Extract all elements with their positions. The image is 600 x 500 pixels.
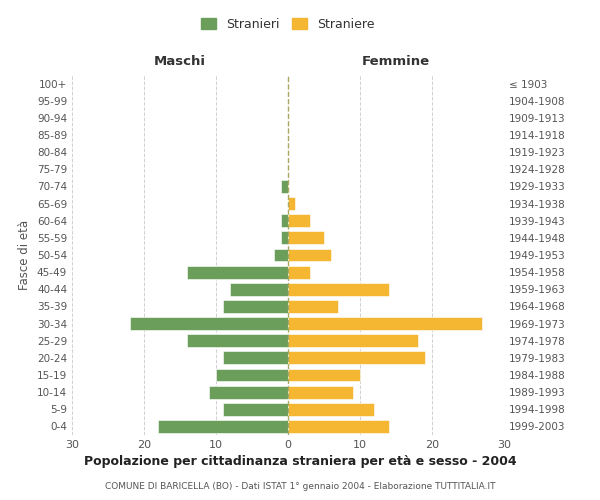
Bar [274, 248, 288, 262]
Bar [281, 180, 288, 193]
Bar [130, 317, 288, 330]
Bar [223, 352, 288, 364]
Bar [288, 197, 295, 210]
Legend: Stranieri, Straniere: Stranieri, Straniere [197, 14, 379, 34]
Bar [288, 214, 310, 227]
Bar [288, 420, 389, 433]
Bar [288, 232, 324, 244]
Text: COMUNE DI BARICELLA (BO) - Dati ISTAT 1° gennaio 2004 - Elaborazione TUTTITALIA.: COMUNE DI BARICELLA (BO) - Dati ISTAT 1°… [105, 482, 495, 491]
Bar [209, 386, 288, 398]
Bar [288, 266, 310, 278]
Y-axis label: Fasce di età: Fasce di età [19, 220, 31, 290]
Bar [288, 283, 389, 296]
Bar [288, 334, 418, 347]
Bar [281, 214, 288, 227]
Bar [288, 403, 374, 415]
Bar [187, 266, 288, 278]
Bar [288, 248, 331, 262]
Bar [288, 368, 360, 382]
Bar [223, 403, 288, 415]
Bar [223, 300, 288, 313]
Bar [230, 283, 288, 296]
Text: Femmine: Femmine [362, 55, 430, 68]
Text: Maschi: Maschi [154, 55, 206, 68]
Bar [288, 386, 353, 398]
Bar [187, 334, 288, 347]
Bar [288, 352, 425, 364]
Bar [158, 420, 288, 433]
Bar [288, 317, 482, 330]
Bar [281, 232, 288, 244]
Bar [216, 368, 288, 382]
Bar [288, 300, 338, 313]
Text: Popolazione per cittadinanza straniera per età e sesso - 2004: Popolazione per cittadinanza straniera p… [83, 454, 517, 468]
